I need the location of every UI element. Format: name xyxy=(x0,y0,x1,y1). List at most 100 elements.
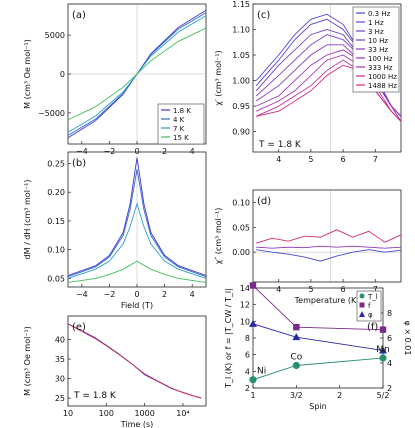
panel-label: (c) xyxy=(257,10,270,21)
x-tick-label: −4 xyxy=(76,147,88,156)
y-tick-label: 8 xyxy=(245,334,250,343)
y-tick-label: 1.15 xyxy=(232,0,250,9)
x-tick-label: 0 xyxy=(134,290,139,299)
series-line xyxy=(256,245,402,249)
x-tick-label: 3/2 xyxy=(290,391,303,400)
panel-c: 4 5 6 7 0.90 0.95 1.00 1.05 1.10 1.15 χ′ (cm³ mol⁻… xyxy=(214,0,402,164)
series-line xyxy=(67,202,207,279)
y-tick-label: 30 xyxy=(55,375,65,384)
legend-entry: 1488 Hz xyxy=(368,82,397,90)
data-point-square xyxy=(293,323,300,331)
y-tick-label: 0.10 xyxy=(232,198,250,207)
y-axis-label: M (cm³ Oe mol⁻¹) xyxy=(23,326,32,396)
x-tick-label: 4 xyxy=(190,147,195,156)
y-axis-label: M (cm³ Oe mol⁻¹) xyxy=(23,39,32,109)
legend-marker xyxy=(359,311,365,317)
y-tick-label: 0.00 xyxy=(232,248,250,257)
y-tick-label: 40 xyxy=(55,335,65,344)
y-tick-label: 2 xyxy=(245,384,250,393)
y-tick-label: 1.00 xyxy=(232,77,250,86)
data-point-circle xyxy=(292,361,300,370)
legend-entry: 333 Hz xyxy=(368,64,393,72)
x-tick-label: 0 xyxy=(134,147,139,156)
y-tick-label: 10 xyxy=(240,317,250,326)
x-tick-label: 5 xyxy=(308,155,313,164)
y-tick-label: 0.25 xyxy=(47,159,65,168)
y2-tick-label: 8 xyxy=(387,309,392,318)
x-tick-label: 6 xyxy=(341,155,346,164)
y-tick-label: 0.15 xyxy=(47,217,65,226)
panel-d: 4 5 6 7 0.00 0.05 0.10 χ″ (cm³ mol⁻¹) Temperatur… xyxy=(214,189,402,305)
x-tick-label: 100 xyxy=(99,409,114,418)
x-tick-label: 5 xyxy=(308,285,313,294)
panel-a: −4 −2 0 2 4 −5000 0 5000 M (cm³ Oe mol⁻¹) (a) 1.8 … xyxy=(23,3,207,156)
panel-label: (d) xyxy=(257,196,271,207)
legend-marker xyxy=(359,302,365,308)
y-tick-label: 0.20 xyxy=(47,188,65,197)
x-axis-label: Temperature (K) xyxy=(294,296,360,305)
x-tick-label: 7 xyxy=(373,155,378,164)
series-line xyxy=(67,169,207,278)
x-axis-label: Time (s) xyxy=(120,420,154,428)
x-tick-label: 6 xyxy=(341,285,346,294)
series-line xyxy=(256,49,402,122)
x-tick-label: 5/2 xyxy=(377,391,390,400)
data-point-triangle xyxy=(379,346,387,354)
y-axis-label: dM / dH (cm³ mol⁻¹) xyxy=(23,180,32,260)
series-line xyxy=(252,357,384,381)
x-tick-label: 2 xyxy=(162,147,167,156)
y-tick-label: 0.95 xyxy=(232,102,250,111)
data-point-square xyxy=(379,326,387,333)
panel-e: 10 100 1000 10⁴ 25 30 35 40 M (cm³ Oe mol⁻¹) Time… xyxy=(23,315,207,428)
x-axis-label: Spin xyxy=(309,402,326,411)
y-tick-label: 1.10 xyxy=(232,26,250,35)
data-point-triangle xyxy=(249,319,257,327)
plot-frame xyxy=(252,3,402,153)
x-tick-label: −4 xyxy=(76,290,88,299)
y-axis-label: χ″ (cm³ mol⁻¹) xyxy=(214,208,223,265)
legend-entry: 1000 Hz xyxy=(368,73,397,81)
y-tick-label: 0.10 xyxy=(47,246,65,255)
legend-entry: f xyxy=(368,302,371,310)
y-tick-label: 5000 xyxy=(45,31,65,40)
y-tick-label: 4 xyxy=(245,367,250,376)
y-tick-label: 0.90 xyxy=(232,128,250,137)
plot-frame xyxy=(67,315,207,407)
y2-tick-label: 4 xyxy=(387,359,392,368)
series-line xyxy=(67,323,202,399)
panel-label: (f) xyxy=(367,322,378,333)
y-tick-label: 1.05 xyxy=(232,51,250,60)
plot-frame xyxy=(252,189,402,283)
x-tick-label: 10⁴ xyxy=(176,409,189,418)
x-tick-label: 4 xyxy=(276,155,281,164)
series-line xyxy=(67,260,207,283)
temperature-annotation: T = 1.8 K xyxy=(73,391,117,401)
y-tick-label: 6 xyxy=(245,351,250,360)
legend-entry: 100 Hz xyxy=(368,55,393,63)
point-label: Ni xyxy=(257,367,266,377)
data-point-triangle xyxy=(292,333,301,341)
panel-b: −4 −2 0 2 4 0.05 0.10 0.15 0.20 0.25 dM / dH (cm³ … xyxy=(23,151,207,310)
y-tick-label: 25 xyxy=(55,394,65,403)
y-axis-label: T_l (K) or f = |T_CW / T_l| xyxy=(224,288,233,389)
legend-entry: 15 K xyxy=(173,134,189,142)
legend-entry: 33 Hz xyxy=(368,46,388,54)
series-line xyxy=(67,27,207,121)
temperature-annotation: T = 1.8 K xyxy=(258,140,302,150)
series-line xyxy=(256,249,402,262)
y-tick-label: 14 xyxy=(240,284,250,293)
panel-label: (a) xyxy=(72,10,86,21)
point-label: Mn xyxy=(376,345,389,355)
y-axis-label: χ′ (cm³ mol⁻¹) xyxy=(214,50,223,106)
point-label: Co xyxy=(290,353,302,363)
panel-label: (b) xyxy=(72,158,86,169)
series-line xyxy=(67,157,207,276)
x-tick-label: 7 xyxy=(373,285,378,294)
legend-entry: 0.3 Hz xyxy=(368,10,391,18)
y-tick-label: 0 xyxy=(60,70,65,79)
legend-entry: φ xyxy=(368,311,373,319)
data-point-circle xyxy=(249,376,257,384)
x-axis-label: Field (T) xyxy=(121,301,153,310)
legend-entry: 4 K xyxy=(173,116,185,124)
